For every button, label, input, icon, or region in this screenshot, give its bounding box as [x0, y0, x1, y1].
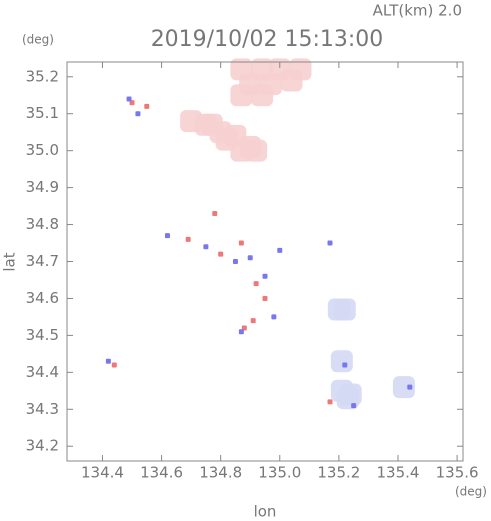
data-point — [342, 362, 348, 368]
chart-subtitle: ALT(km) 2.0 — [373, 2, 462, 20]
data-point — [218, 251, 224, 257]
y-tick-label: 34.9 — [26, 178, 59, 196]
data-point — [238, 240, 244, 246]
data-point — [111, 362, 117, 368]
data-point — [135, 111, 141, 117]
data-point — [200, 113, 223, 136]
y-tick-label: 34.7 — [26, 252, 59, 270]
x-unit: (deg) — [455, 485, 487, 499]
x-tick-label: 134.4 — [81, 464, 124, 482]
y-tick-label: 34.2 — [26, 437, 59, 455]
data-point — [262, 295, 268, 301]
data-point — [144, 103, 150, 109]
x-tick-label: 135.2 — [317, 464, 360, 482]
data-point — [230, 84, 253, 107]
x-axis-label: lon — [254, 503, 277, 521]
data-point — [164, 233, 170, 239]
data-point — [253, 281, 259, 287]
data-point — [392, 376, 415, 399]
data-point — [185, 236, 191, 242]
x-tick-label: 135.4 — [377, 464, 420, 482]
data-point — [250, 318, 256, 324]
data-point — [327, 399, 333, 405]
data-point — [251, 84, 274, 107]
y-tick-label: 34.6 — [26, 289, 59, 307]
data-point — [277, 247, 283, 253]
chart-title: 2019/10/02 15:13:00 — [151, 27, 384, 52]
data-point — [238, 329, 244, 335]
data-point — [351, 403, 357, 409]
x-tick-label: 134.6 — [140, 464, 183, 482]
data-point — [333, 298, 356, 321]
y-axis-label: lat — [1, 252, 19, 271]
y-tick-label: 35.1 — [26, 104, 59, 122]
data-point — [105, 358, 111, 364]
y-unit: (deg) — [22, 33, 54, 47]
y-tick-label: 34.5 — [26, 326, 59, 344]
y-tick-label: 35.0 — [26, 141, 59, 159]
data-point — [245, 139, 268, 162]
data-point — [203, 244, 209, 250]
data-point — [327, 240, 333, 246]
data-point — [271, 314, 277, 320]
data-point — [126, 96, 132, 102]
data-point — [212, 210, 218, 216]
y-tick-label: 35.2 — [26, 67, 59, 85]
x-tick-label: 134.8 — [199, 464, 242, 482]
y-tick-label: 34.8 — [26, 215, 59, 233]
data-point — [262, 273, 268, 279]
data-point — [247, 255, 253, 261]
data-point — [407, 384, 413, 390]
data-point — [215, 128, 238, 151]
y-tick-label: 34.4 — [26, 363, 59, 381]
y-tick-label: 34.3 — [26, 400, 59, 418]
data-point — [280, 69, 303, 92]
data-point — [330, 350, 353, 373]
x-tick-label: 135.0 — [258, 464, 301, 482]
x-tick-label: 135.6 — [436, 464, 479, 482]
data-point — [232, 259, 238, 264]
plot-frame — [66, 61, 464, 462]
